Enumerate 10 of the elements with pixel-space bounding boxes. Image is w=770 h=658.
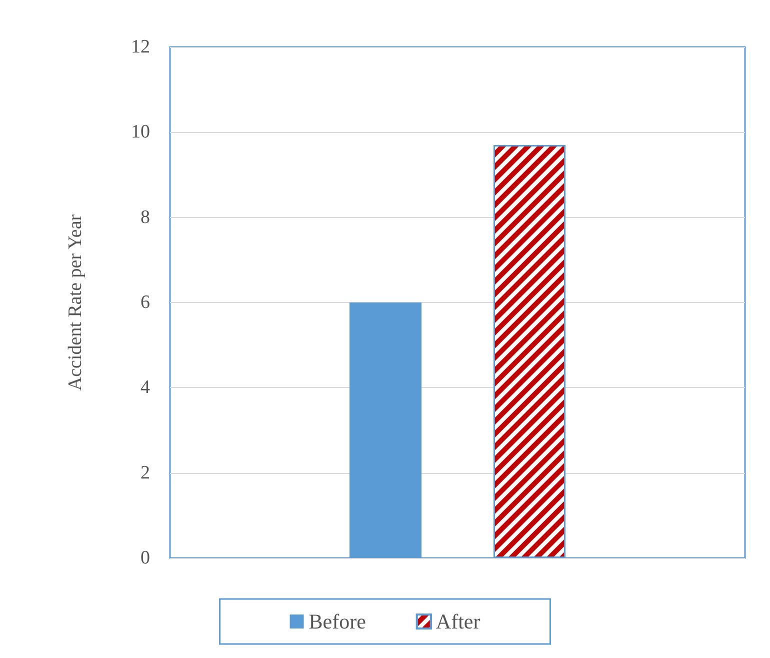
y-tick-label: 8: [140, 206, 150, 228]
legend-label: Before: [308, 610, 366, 634]
y-tick-label: 10: [131, 122, 150, 143]
legend-label: After: [436, 610, 480, 634]
y-tick-label: 0: [140, 548, 150, 568]
y-tick-label: 2: [140, 462, 150, 484]
y-tick-label: 12: [131, 36, 150, 58]
y-tick-label: 6: [140, 292, 150, 313]
y-axis-title: Accident Rate per Year: [65, 214, 86, 391]
y-tick-label: 4: [140, 377, 150, 398]
